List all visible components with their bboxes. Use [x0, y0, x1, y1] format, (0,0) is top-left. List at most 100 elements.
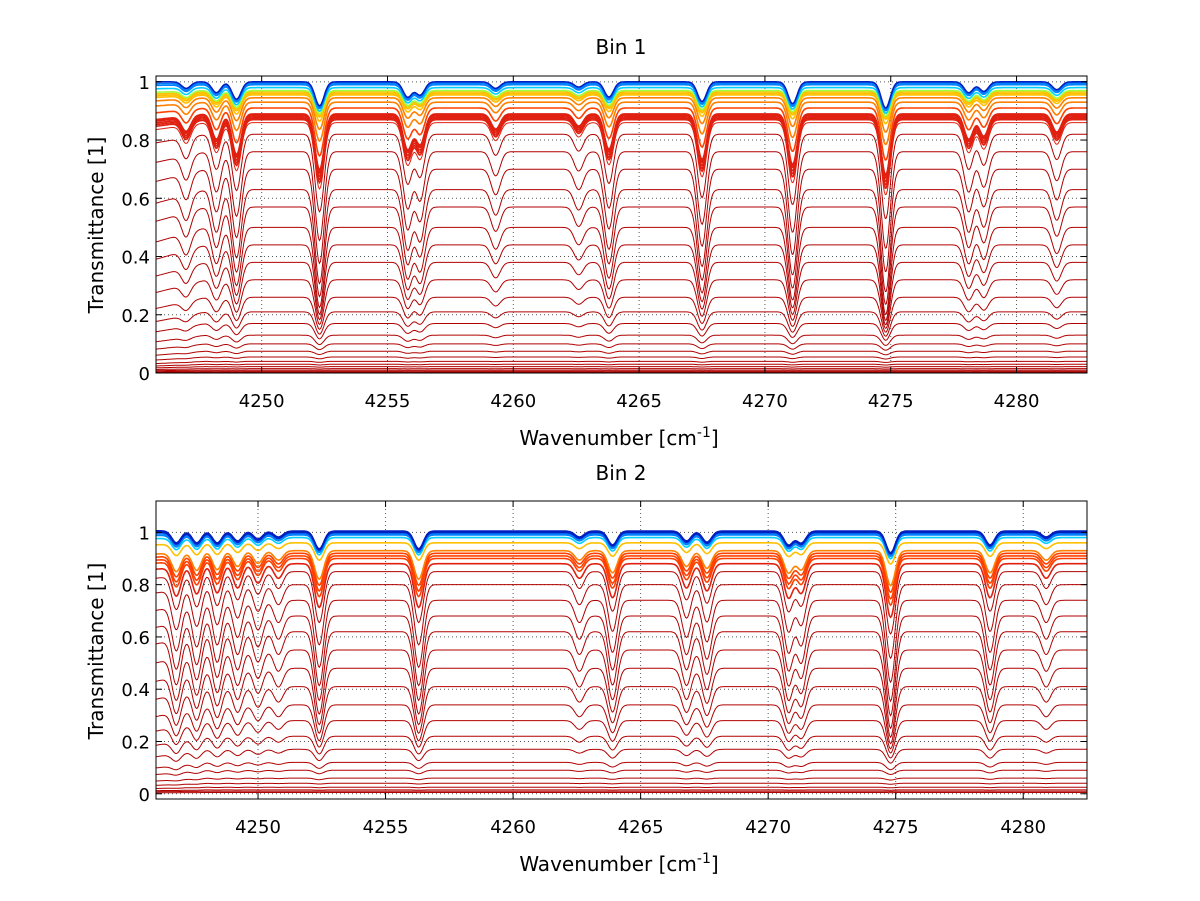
spectrum-series-line — [155, 584, 1087, 660]
spectrum-series-line — [155, 356, 1087, 361]
y-tick-label: 0.4 — [121, 680, 150, 701]
x-tick-label: 4280 — [994, 391, 1040, 412]
spectrum-series-line — [155, 557, 1087, 607]
spectrum-series-line — [155, 114, 1087, 179]
spectrum-series-line — [155, 113, 1087, 176]
spectrum-series-line — [156, 81, 1087, 109]
x-tick-label: 4270 — [745, 817, 791, 838]
y-tick-label: 1 — [139, 523, 150, 544]
spectrum-series-line — [155, 334, 1087, 346]
x-tick-label: 4250 — [235, 817, 281, 838]
chart-title: Bin 2 — [595, 461, 646, 485]
y-tick-label: 0.8 — [121, 576, 150, 597]
spectrum-series-line — [155, 748, 1087, 764]
y-axis-label: Transmittance [1] — [84, 563, 108, 741]
spectrum-series-line — [155, 168, 1087, 273]
spectrum-series-line — [155, 686, 1087, 745]
spectrum-series-line — [155, 107, 1087, 161]
y-tick-label: 0.6 — [121, 628, 150, 649]
spectrum-series-line — [155, 296, 1087, 333]
spectrum-series-line — [155, 244, 1087, 321]
y-tick-label: 0 — [139, 785, 150, 806]
spectrum-series-line — [155, 116, 1087, 183]
x-tick-label: 4260 — [490, 391, 536, 412]
spectrum-series-line — [155, 571, 1087, 635]
x-axis-label-suffix: ] — [711, 852, 719, 876]
spectrum-series-line — [155, 720, 1087, 754]
spectrum-series-line — [155, 599, 1087, 684]
spectrum-series-line — [156, 790, 1087, 793]
x-axis-label: Wavenumber [cm-1] — [519, 851, 718, 876]
y-tick-label: 0.2 — [121, 306, 150, 327]
spectrum-series-line — [155, 279, 1087, 329]
spectrum-series-line — [155, 97, 1087, 133]
spectrum-series-line — [155, 615, 1087, 703]
spectrum-series-line — [155, 350, 1087, 356]
spectrum-series-line — [155, 189, 1087, 293]
spectrum-series-line — [155, 360, 1087, 365]
spectrum-series-line — [156, 786, 1087, 789]
spectrum-series-line — [155, 549, 1087, 587]
spectrum-series-line — [156, 366, 1087, 369]
spectrum-series-line — [155, 89, 1087, 117]
y-tick-label: 0.8 — [121, 131, 150, 152]
subplot-bin-2: Bin 2 4250 4255 4260 4265 4270 4275 4280 0 0.2 0.… — [84, 461, 1088, 876]
spectrum-series-line — [155, 555, 1087, 600]
x-tick-label: 4255 — [363, 817, 409, 838]
spectrum-series-line — [156, 552, 1087, 594]
y-tick-label: 0.2 — [121, 732, 150, 753]
x-tick-label: 4275 — [873, 817, 919, 838]
spectrum-series-line — [156, 368, 1087, 370]
spectrum-series-line — [155, 363, 1087, 367]
spectrum-series-line — [155, 101, 1087, 146]
spectrum-series-line — [155, 122, 1087, 196]
x-tick-label: 4255 — [365, 391, 411, 412]
x-tick-label: 4250 — [239, 391, 285, 412]
spectrum-series-line — [156, 542, 1087, 565]
x-axis-label-suffix: ] — [711, 426, 719, 450]
spectrum-series-line — [156, 536, 1087, 560]
subplot-bin-1: Bin 1 4250 4255 4260 4265 4270 4275 4280 0 0.2 0.… — [84, 35, 1088, 450]
axes-frame — [155, 500, 1088, 800]
spectrum-series-line — [155, 226, 1087, 316]
spectrum-series-line — [155, 704, 1087, 750]
tick-group: 4250 4255 4260 4265 4270 4275 4280 0 0.2 0.4 0.6 0.… — [121, 73, 1087, 412]
x-axis-label-sup: -1 — [697, 851, 711, 867]
x-tick-label: 4265 — [616, 391, 662, 412]
y-tick-label: 1 — [139, 73, 150, 94]
spectrum-series-line — [155, 649, 1087, 730]
spectrum-series-line — [155, 761, 1087, 771]
spectrum-series-line — [156, 789, 1087, 792]
spectrum-series-line — [156, 369, 1087, 372]
series-group — [155, 530, 1087, 794]
x-axis-label: Wavenumber [cm-1] — [519, 425, 718, 450]
spectrum-series-line — [155, 206, 1087, 305]
axes-frame — [155, 75, 1088, 374]
spectrum-series-line — [155, 261, 1087, 326]
spectrum-series-line — [155, 667, 1087, 739]
spectrum-series-line — [155, 323, 1087, 341]
spectrum-series-line — [156, 782, 1087, 786]
spectrum-series-line — [156, 530, 1087, 554]
x-axis-label-main: Wavenumber [cm — [519, 852, 697, 876]
tick-group: 4250 4255 4260 4265 4270 4275 4280 0 0.2 0.4 0.6 0.… — [121, 501, 1087, 838]
x-tick-label: 4265 — [618, 817, 664, 838]
x-axis-label-main: Wavenumber [cm — [519, 426, 697, 450]
spectrum-series-line — [155, 631, 1087, 717]
spectrum-series-line — [155, 735, 1087, 759]
series-group — [155, 81, 1087, 373]
spectrum-series-line — [155, 343, 1087, 351]
spectrum-series-line — [155, 311, 1087, 337]
spectrum-series-line — [156, 777, 1087, 782]
spectrum-series-line — [156, 94, 1087, 125]
y-tick-label: 0.4 — [121, 248, 150, 269]
spectrum-series-line — [155, 151, 1087, 249]
x-tick-label: 4275 — [868, 391, 914, 412]
chart-title: Bin 1 — [595, 35, 646, 59]
y-axis-label: Transmittance [1] — [84, 137, 108, 315]
x-tick-label: 4280 — [1000, 817, 1046, 838]
spectrum-series-line — [155, 562, 1087, 619]
spectrum-series-line — [155, 769, 1087, 776]
y-tick-label: 0 — [139, 364, 150, 385]
